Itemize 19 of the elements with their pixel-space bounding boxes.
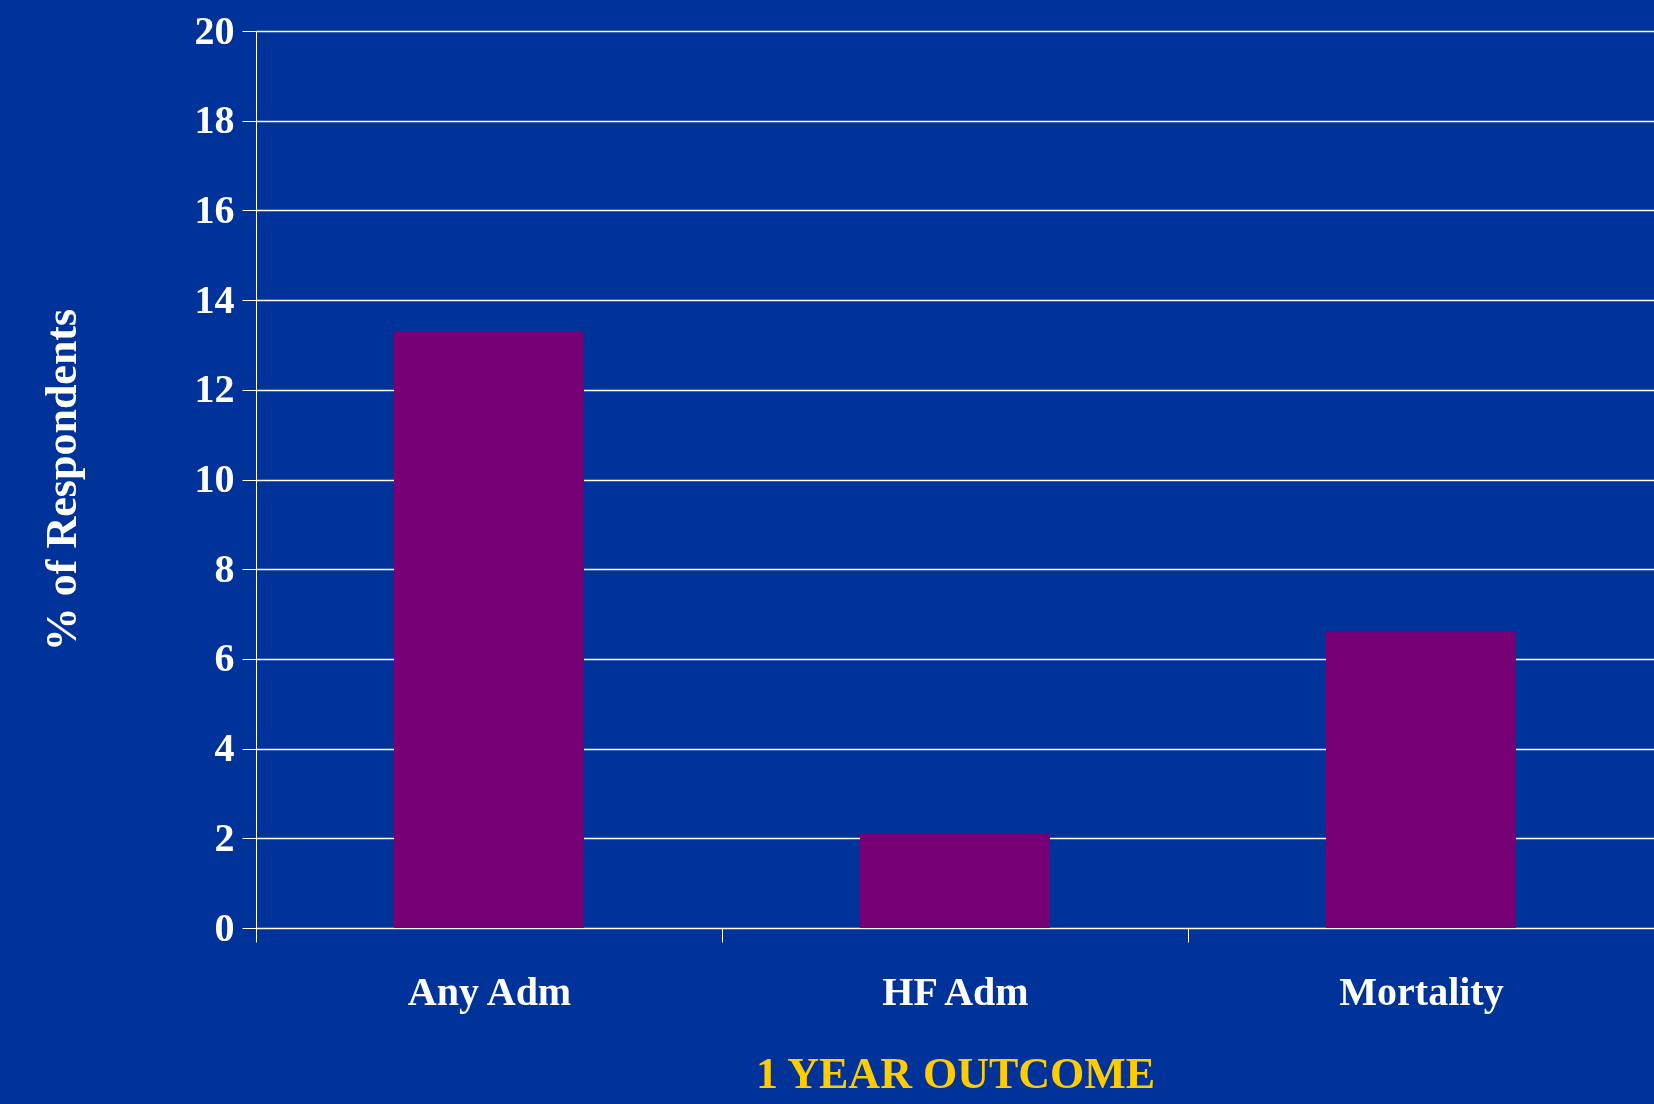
bar: [1326, 631, 1516, 928]
y-tick-label: 18: [194, 97, 235, 143]
y-tick-label: 14: [194, 276, 235, 322]
y-tick-label: 20: [194, 7, 235, 53]
y-tick-label: 2: [214, 814, 235, 860]
y-tick-label: 0: [214, 904, 235, 950]
y-tick-label: 12: [194, 366, 235, 412]
bar: [860, 833, 1050, 928]
y-tick-label: 16: [194, 186, 235, 232]
bar: [394, 331, 584, 928]
y-tick-label: 4: [214, 725, 235, 771]
x-tick-label: HF Adm: [882, 968, 1029, 1014]
y-tick-label: 8: [214, 545, 235, 591]
y-tick-label: 10: [194, 456, 235, 501]
x-axis-title: 1 YEAR OUTCOME: [755, 1048, 1156, 1098]
y-axis-title: % of Respondents: [36, 308, 86, 652]
x-tick-label: Any Adm: [407, 968, 572, 1014]
y-tick-label: 6: [214, 635, 235, 681]
x-tick-label: Mortality: [1339, 968, 1504, 1014]
